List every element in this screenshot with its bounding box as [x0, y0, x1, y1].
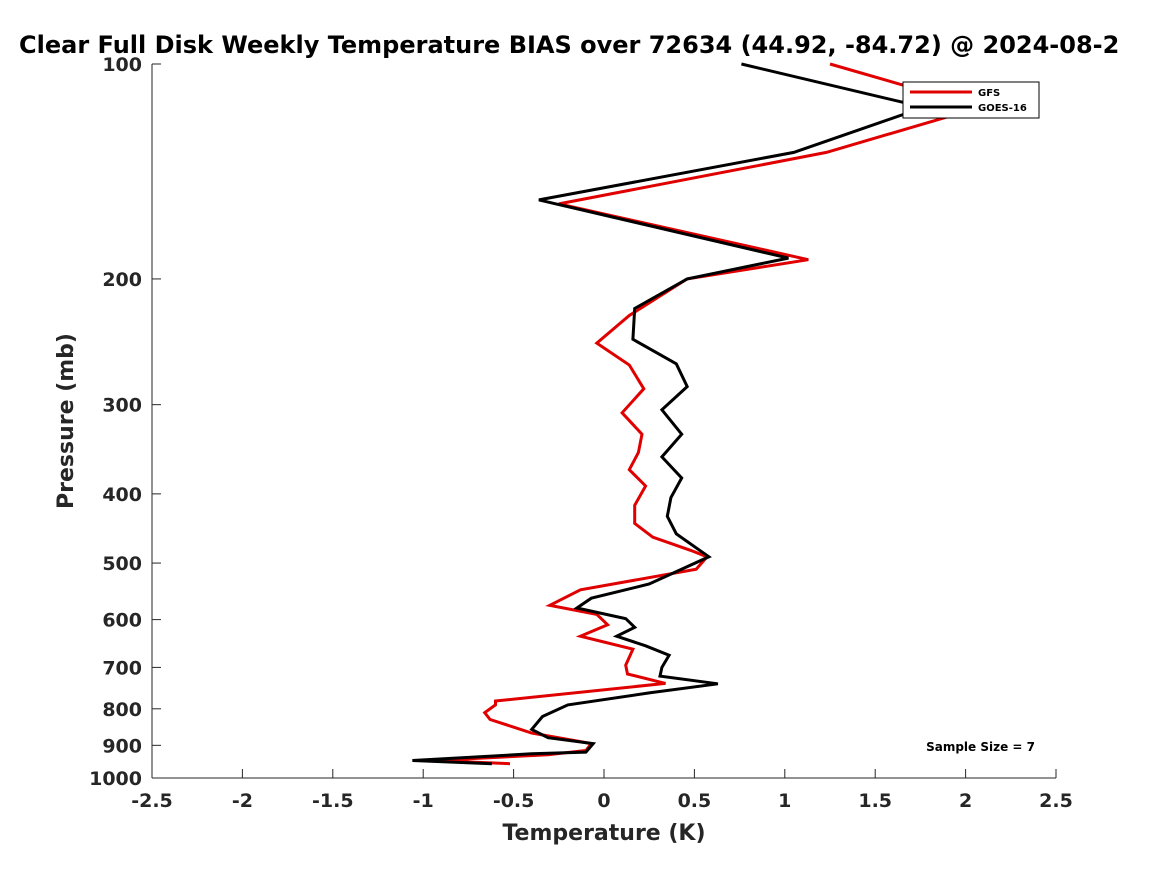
x-tick-label: 2.5: [1039, 790, 1073, 812]
legend: GFS GOES-16: [902, 81, 1040, 119]
axes: -2.5 -2 -1.5 -1 -0.5 0 0.5 1 1.5 2 2.5 100 200 300 400…: [89, 54, 1073, 812]
y-tick-label: 1000: [89, 768, 142, 790]
x-tick-label: 1.5: [858, 790, 892, 812]
legend-label-gfs: GFS: [978, 88, 1000, 99]
y-tick-label: 300: [102, 395, 142, 417]
x-tick-label: -2.5: [131, 790, 173, 812]
series-line-goes-16: [412, 62, 930, 766]
x-tick-label: 0: [597, 790, 610, 812]
x-axis-label: Temperature (K): [502, 821, 705, 846]
chart-title: Clear Full Disk Weekly Temperature BIAS …: [19, 31, 1119, 59]
series-layer: [412, 62, 986, 766]
x-tick-label: -1.5: [312, 790, 354, 812]
sample-size-annotation: Sample Size = 7: [926, 740, 1035, 754]
y-tick-label: 200: [102, 269, 142, 291]
y-tick-label: 400: [102, 484, 142, 506]
series-line-gfs: [433, 62, 986, 766]
y-tick-label: 500: [102, 553, 142, 575]
y-tick-label: 800: [102, 699, 142, 721]
x-tick-label: 2: [959, 790, 972, 812]
legend-label-goes-16: GOES-16: [978, 103, 1027, 114]
y-axis-label: Pressure (mb): [54, 333, 79, 509]
x-tick-label: -0.5: [493, 790, 535, 812]
x-tick-label: -2: [232, 790, 253, 812]
x-tick-label: 1: [778, 790, 791, 812]
legend-box: [902, 81, 1040, 119]
y-tick-label: 600: [102, 610, 142, 632]
x-tick-label: -1: [413, 790, 434, 812]
x-tick-label: 0.5: [678, 790, 712, 812]
y-tick-label: 900: [102, 735, 142, 757]
y-tick-label: 700: [102, 657, 142, 679]
y-tick-label: 100: [102, 54, 142, 76]
